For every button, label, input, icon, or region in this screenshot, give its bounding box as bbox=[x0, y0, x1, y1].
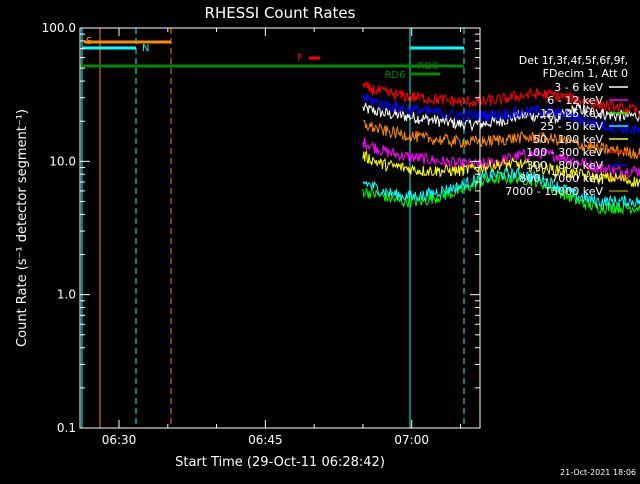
legend-entry-label: 12 - 25 keV bbox=[540, 107, 603, 120]
series-layer bbox=[362, 81, 640, 216]
x-tick-label: 06:30 bbox=[102, 433, 137, 447]
x-tick-label: 06:45 bbox=[248, 433, 283, 447]
series-line bbox=[362, 93, 640, 135]
legend: Det 1f,3f,4f,5f,6f,9f,FDecim 1, Att 03 -… bbox=[505, 54, 628, 198]
series-line bbox=[362, 119, 640, 160]
series-line bbox=[362, 149, 640, 188]
series-line bbox=[362, 167, 640, 208]
x-tick-label: 07:00 bbox=[394, 433, 429, 447]
flag-label-rd0: RD0 bbox=[417, 61, 438, 72]
legend-entry-label: 7000 - 15000 keV bbox=[505, 185, 603, 198]
series-line bbox=[362, 137, 640, 178]
series-line bbox=[362, 171, 640, 216]
x-axis-label: Start Time (29-Oct-11 06:28:42) bbox=[175, 455, 385, 470]
flag-label-rd6: RD6 bbox=[384, 70, 405, 81]
timestamp: 21-Oct-2021 18:06 bbox=[560, 468, 636, 477]
legend-entry-label: 50 - 100 keV bbox=[533, 133, 603, 146]
flag-label-f: F bbox=[297, 53, 303, 64]
axis-ticks: 06:30 06:45 07:00 0.1 1.0 10.0 100.0 bbox=[42, 21, 480, 447]
y-tick-label: 0.1 bbox=[57, 421, 76, 435]
y-tick-label: 1.0 bbox=[57, 288, 76, 302]
legend-entry-label: 25 - 50 keV bbox=[540, 120, 603, 133]
flag-bars: S N F RD6 RD0 bbox=[80, 28, 465, 428]
y-axis-label: Count Rate (s⁻¹ detector segment⁻¹) bbox=[15, 109, 30, 347]
legend-entry-label: 6 - 12 keV bbox=[547, 94, 603, 107]
flag-label-s: S bbox=[86, 36, 92, 47]
series-line bbox=[362, 81, 640, 118]
series-line bbox=[362, 102, 640, 132]
legend-entry-label: 800 - 7000 keV bbox=[519, 172, 603, 185]
legend-header: Det 1f,3f,4f,5f,6f,9f, bbox=[519, 54, 628, 67]
legend-entry-label: 3 - 6 keV bbox=[554, 81, 603, 94]
legend-entry-label: 300 - 800 keV bbox=[526, 159, 603, 172]
legend-header: FDecim 1, Att 0 bbox=[543, 67, 628, 80]
flag-label-n: N bbox=[142, 43, 149, 54]
legend-entry-label: 100 - 300 keV bbox=[526, 146, 603, 159]
plot-frame bbox=[79, 27, 481, 429]
y-tick-label: 100.0 bbox=[42, 21, 76, 35]
chart-title: RHESSI Count Rates bbox=[205, 4, 356, 22]
y-tick-label: 10.0 bbox=[49, 154, 76, 168]
